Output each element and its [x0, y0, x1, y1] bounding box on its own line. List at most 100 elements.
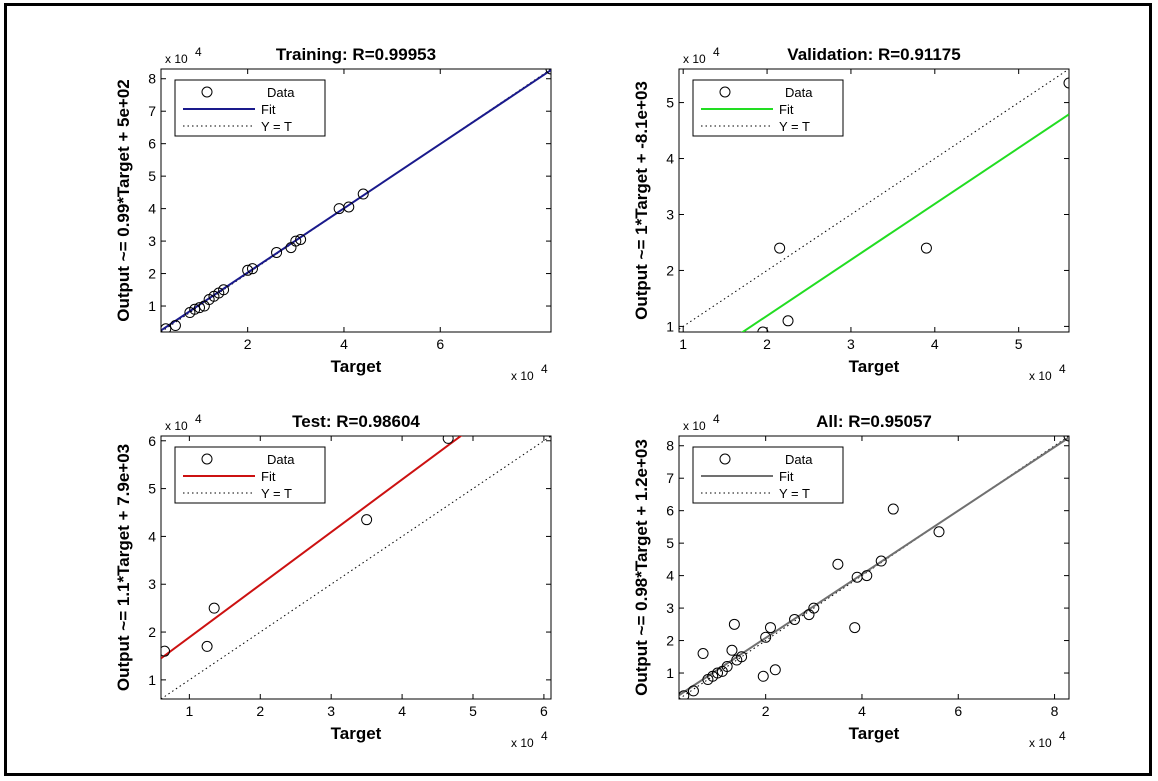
plot-title: All: R=0.95057	[816, 412, 932, 431]
x-axis-exponent: 4	[1059, 729, 1066, 743]
y-tick-label: 8	[148, 71, 156, 87]
legend-identity-label: Y = T	[261, 486, 292, 501]
x-tick-label: 6	[954, 703, 962, 719]
plot-area	[161, 69, 551, 332]
x-axis-multiplier: x 10	[1029, 736, 1052, 750]
x-tick-label: 3	[327, 703, 335, 719]
y-tick-label: 2	[148, 624, 156, 640]
fit-line	[161, 436, 463, 660]
x-tick-label: 2	[763, 336, 771, 352]
data-point	[697, 648, 709, 660]
legend-data-marker	[719, 453, 731, 465]
data-point	[789, 613, 801, 625]
identity-line	[161, 436, 551, 699]
y-tick-label: 6	[148, 136, 156, 152]
y-tick-label: 7	[666, 470, 674, 486]
y-tick-label: 5	[148, 168, 156, 184]
data-point	[343, 201, 355, 213]
x-tick-label: 4	[398, 703, 406, 719]
y-tick-label: 7	[148, 103, 156, 119]
data-point	[679, 690, 690, 699]
y-tick-label: 2	[666, 262, 674, 278]
legend-data-marker	[201, 86, 213, 98]
data-point	[169, 320, 181, 332]
y-axis-multiplier: x 10	[683, 419, 706, 433]
y-axis-multiplier: x 10	[165, 52, 188, 66]
legend-fit-label: Fit	[779, 102, 794, 117]
y-tick-label: 1	[666, 665, 674, 681]
data-point	[769, 664, 781, 676]
data-point	[757, 670, 769, 682]
y-tick-label: 2	[666, 633, 674, 649]
data-point	[764, 622, 776, 634]
legend-data-label: Data	[267, 452, 295, 467]
x-tick-label: 2	[244, 336, 252, 352]
x-tick-label: 4	[858, 703, 866, 719]
legend-identity-label: Y = T	[779, 486, 810, 501]
x-tick-label: 1	[185, 703, 193, 719]
data-point	[920, 242, 932, 254]
figure-frame: 2 4 6 1 2 3 4 5 6 7 8 x 10 4 x 10 4 Training: R=0.99953…	[4, 3, 1152, 776]
y-tick-label: 8	[666, 438, 674, 454]
x-tick-label: 6	[436, 336, 444, 352]
x-tick-label: 4	[340, 336, 348, 352]
plot-area	[161, 436, 551, 699]
data-point	[832, 558, 844, 570]
legend-fit-label: Fit	[779, 469, 794, 484]
y-tick-label: 1	[148, 298, 156, 314]
data-point	[849, 622, 861, 634]
y-axis-exponent: 4	[195, 45, 202, 59]
data-point	[161, 645, 171, 657]
x-axis-exponent: 4	[1059, 362, 1066, 376]
data-point	[271, 246, 283, 258]
y-tick-label: 6	[666, 503, 674, 519]
x-tick-label: 1	[679, 336, 687, 352]
legend-data-label: Data	[785, 85, 813, 100]
data-point	[887, 503, 899, 515]
legend: Data Fit Y = T	[692, 446, 844, 504]
x-axis-exponent: 4	[541, 729, 548, 743]
data-point	[736, 651, 748, 663]
y-tick-label: 5	[666, 95, 674, 111]
data-point	[218, 284, 230, 296]
y-tick-label: 4	[148, 201, 156, 217]
legend-identity-label: Y = T	[779, 119, 810, 134]
plot-0: 2 4 6 1 2 3 4 5 6 7 8 x 10 4 x 10 4 Training: R=0.99953…	[114, 45, 552, 383]
data-point	[757, 326, 769, 332]
data-point	[361, 514, 373, 526]
legend-fit-label: Fit	[261, 102, 276, 117]
data-point	[861, 570, 873, 582]
y-tick-label: 4	[666, 568, 674, 584]
x-axis-multiplier: x 10	[511, 369, 534, 383]
y-tick-label: 3	[666, 206, 674, 222]
y-tick-label: 4	[666, 151, 674, 167]
x-axis-label: Target	[331, 357, 382, 376]
data-point	[760, 631, 772, 643]
data-point	[194, 302, 206, 314]
y-axis-exponent: 4	[195, 412, 202, 426]
x-tick-label: 8	[1051, 703, 1059, 719]
x-tick-label: 3	[847, 336, 855, 352]
data-point	[774, 242, 786, 254]
data-point	[875, 555, 887, 567]
data-point	[808, 602, 820, 614]
legend-data-label: Data	[785, 452, 813, 467]
x-axis-multiplier: x 10	[511, 736, 534, 750]
data-point	[246, 263, 258, 275]
legend: Data Fit Y = T	[174, 79, 326, 137]
fit-line	[740, 113, 1069, 332]
data-point	[201, 640, 213, 652]
x-tick-label: 4	[931, 336, 939, 352]
plot-2: 1 2 3 4 5 6 1 2 3 4 5 6 x 10 4 x 10 4 Test: R=0.98604 Tar…	[114, 412, 552, 750]
plot-area	[679, 436, 1069, 699]
plot-area	[679, 69, 1069, 332]
legend: Data Fit Y = T	[174, 446, 326, 504]
data-point	[728, 618, 740, 630]
y-axis-label: Output ~= 1*Target + -8.1e+03	[632, 81, 651, 320]
plot-title: Test: R=0.98604	[292, 412, 420, 431]
y-axis-exponent: 4	[713, 412, 720, 426]
legend: Data Fit Y = T	[692, 79, 844, 137]
y-axis-label: Output ~= 1.1*Target + 7.9e+03	[114, 444, 133, 691]
y-tick-label: 3	[148, 233, 156, 249]
y-tick-label: 6	[148, 433, 156, 449]
